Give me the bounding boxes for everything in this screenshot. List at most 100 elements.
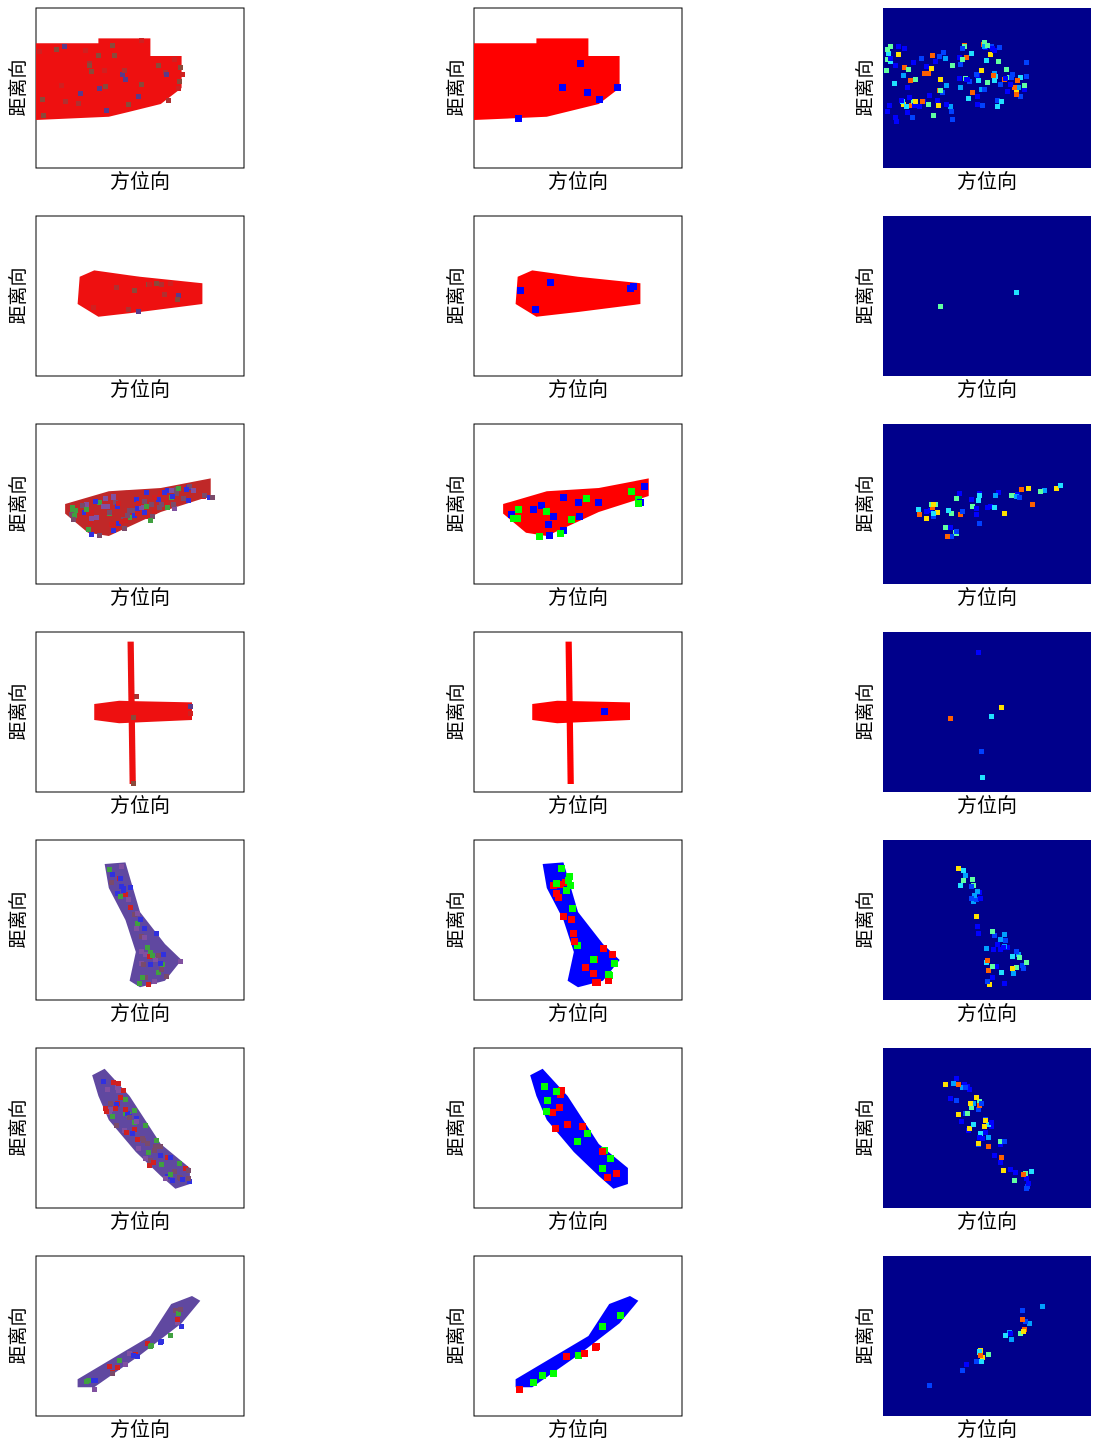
pixel — [144, 490, 149, 495]
pixel — [178, 1307, 183, 1312]
y-axis-label: 距离向 — [7, 683, 29, 740]
pixel — [121, 1088, 126, 1093]
pixel — [147, 1163, 152, 1168]
panel: 方位向距离向 — [7, 840, 244, 1025]
pixel — [126, 897, 131, 902]
panel: 方位向距离向 — [445, 216, 682, 401]
pixel — [1038, 489, 1043, 494]
pixel — [604, 1174, 611, 1181]
pixel — [135, 1137, 140, 1142]
pixel — [102, 68, 107, 73]
pixel — [1010, 72, 1015, 77]
panel-background — [36, 1256, 244, 1416]
pixel — [122, 526, 127, 531]
pixel — [176, 86, 181, 91]
pixel — [599, 1148, 606, 1155]
x-axis-label: 方位向 — [957, 1001, 1017, 1025]
pixel — [975, 924, 980, 929]
pixel — [976, 498, 981, 503]
pixel — [139, 38, 144, 43]
pixel — [570, 930, 577, 937]
x-axis-label: 方位向 — [957, 793, 1017, 817]
pixel — [116, 1088, 121, 1093]
pixel — [970, 877, 975, 882]
pixel — [997, 45, 1002, 50]
pixel — [126, 307, 131, 312]
pixel — [117, 1358, 122, 1363]
pixel — [161, 952, 166, 957]
pixel — [1024, 1186, 1029, 1191]
pixel — [123, 77, 128, 82]
pixel — [150, 953, 155, 958]
pixel — [986, 1352, 991, 1357]
pixel — [530, 1379, 537, 1386]
pixel — [986, 1135, 991, 1140]
pixel — [943, 56, 948, 61]
pixel — [601, 708, 608, 715]
pixel — [159, 967, 164, 972]
pixel — [977, 1135, 982, 1140]
pixel — [963, 1085, 968, 1090]
pixel — [938, 77, 943, 82]
pixel — [169, 488, 174, 493]
panel: 方位向距离向 — [7, 8, 244, 193]
pixel — [536, 533, 543, 540]
pixel — [143, 1156, 148, 1161]
pixel — [1024, 960, 1029, 965]
pixel — [908, 78, 913, 83]
pixel — [1008, 1331, 1013, 1336]
pixel — [168, 1172, 173, 1177]
panel: 方位向距离向 — [445, 8, 682, 193]
pixel — [40, 97, 45, 102]
pixel — [1017, 495, 1022, 500]
pixel — [974, 506, 979, 511]
pixel — [140, 975, 145, 980]
pixel — [937, 54, 942, 59]
pixel — [568, 916, 575, 923]
x-axis-label: 方位向 — [110, 585, 170, 609]
pixel — [163, 1176, 168, 1181]
pixel — [927, 1383, 932, 1388]
pixel — [96, 53, 101, 58]
pixel — [136, 309, 141, 314]
pixel — [104, 1109, 109, 1114]
pixel — [140, 1136, 145, 1141]
pixel — [599, 1323, 606, 1330]
pixel — [563, 1353, 570, 1360]
pixel — [954, 1098, 959, 1103]
pixel — [93, 499, 98, 504]
pixel — [590, 970, 597, 977]
pixel — [954, 1076, 959, 1081]
pixel — [1014, 290, 1019, 295]
pixel — [960, 57, 965, 62]
pixel — [545, 521, 552, 528]
pixel — [1013, 1170, 1018, 1175]
x-axis-label: 方位向 — [110, 1001, 170, 1025]
pixel — [979, 1359, 984, 1364]
pixel — [974, 72, 979, 77]
pixel — [191, 488, 196, 493]
pixel — [543, 508, 550, 515]
pixel — [114, 285, 119, 290]
pixel — [101, 1079, 106, 1084]
pixel — [893, 115, 898, 120]
pixel — [576, 513, 583, 520]
pixel — [966, 96, 971, 101]
pixel — [905, 110, 910, 115]
pixel — [975, 889, 980, 894]
pixel — [1014, 92, 1019, 97]
pixel — [902, 46, 907, 51]
pixel — [172, 57, 177, 62]
pixel — [584, 1130, 591, 1137]
pixel — [958, 62, 963, 67]
pixel — [593, 1343, 600, 1350]
pixel — [165, 505, 170, 510]
pixel — [126, 102, 131, 107]
pixel — [132, 1108, 137, 1113]
pixel — [577, 60, 584, 67]
pixel — [532, 306, 539, 313]
pixel — [1029, 1169, 1034, 1174]
pixel — [926, 102, 931, 107]
pixel — [130, 508, 135, 513]
pixel — [949, 109, 954, 114]
